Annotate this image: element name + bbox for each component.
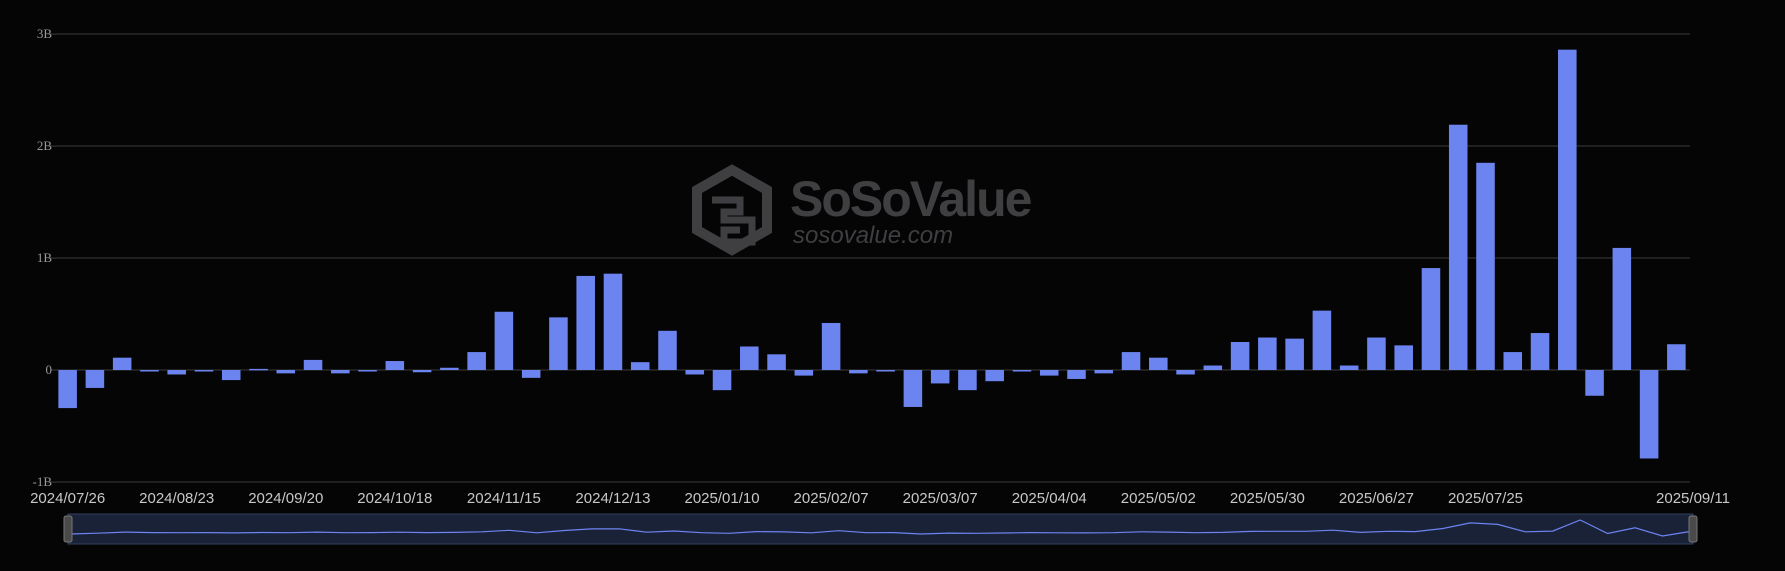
zoom-slider-left-handle[interactable] bbox=[63, 515, 73, 543]
bar[interactable] bbox=[1585, 370, 1604, 396]
bar[interactable] bbox=[903, 370, 923, 407]
bar[interactable] bbox=[385, 361, 405, 370]
y-tick-label: 0 bbox=[46, 362, 53, 377]
bar[interactable] bbox=[1421, 268, 1441, 370]
x-tick-label: 2025/04/04 bbox=[1012, 490, 1087, 507]
bar[interactable] bbox=[167, 370, 186, 375]
x-tick-label: 2024/11/15 bbox=[467, 490, 541, 507]
bars bbox=[58, 49, 1686, 459]
x-tick-label: 2025/01/10 bbox=[684, 490, 759, 507]
bar[interactable] bbox=[767, 354, 786, 370]
bar[interactable] bbox=[331, 370, 350, 374]
zoom-slider-right-handle[interactable] bbox=[1688, 515, 1698, 543]
x-tick-label: 2025/06/27 bbox=[1339, 490, 1414, 507]
bar[interactable] bbox=[494, 311, 514, 370]
bar[interactable] bbox=[1230, 342, 1250, 370]
watermark-brand: SoSoValue bbox=[790, 171, 1032, 227]
x-tick-label: 2025/03/07 bbox=[903, 490, 978, 507]
bar[interactable] bbox=[1203, 365, 1223, 370]
zoom-slider[interactable] bbox=[63, 513, 1698, 545]
y-tick-label: 2B bbox=[37, 138, 53, 153]
bar[interactable] bbox=[1367, 337, 1386, 370]
x-tick-label: 2025/07/25 bbox=[1448, 490, 1523, 507]
bar[interactable] bbox=[930, 370, 950, 384]
bar[interactable] bbox=[194, 370, 214, 372]
y-tick-label: 3B bbox=[37, 26, 53, 41]
watermark-url: sosovalue.com bbox=[793, 222, 953, 249]
bar[interactable] bbox=[58, 370, 77, 409]
bar[interactable] bbox=[1558, 49, 1577, 371]
bar[interactable] bbox=[358, 370, 377, 372]
bar[interactable] bbox=[303, 359, 323, 370]
bar[interactable] bbox=[1012, 370, 1032, 372]
bar[interactable] bbox=[958, 370, 977, 391]
bar[interactable] bbox=[685, 370, 705, 375]
x-tick-label: 2024/10/18 bbox=[357, 490, 432, 507]
bar[interactable] bbox=[140, 370, 159, 372]
bar[interactable] bbox=[1339, 365, 1359, 370]
zoom-slider-preview bbox=[69, 519, 1691, 537]
bar[interactable] bbox=[1149, 357, 1168, 370]
bar[interactable] bbox=[549, 317, 568, 370]
bar[interactable] bbox=[521, 370, 541, 378]
bar[interactable] bbox=[821, 322, 841, 370]
x-tick-label: 2024/09/20 bbox=[248, 490, 323, 507]
bar[interactable] bbox=[249, 368, 268, 371]
bar[interactable] bbox=[576, 275, 595, 370]
bar[interactable] bbox=[112, 357, 132, 370]
watermark: SoSoValue sosovalue.com bbox=[692, 164, 1034, 256]
bar[interactable] bbox=[1285, 338, 1304, 370]
bar[interactable] bbox=[849, 370, 868, 374]
bar[interactable] bbox=[1039, 370, 1059, 376]
x-tick-label: 2025/09/11 bbox=[1656, 490, 1730, 507]
bar[interactable] bbox=[876, 370, 895, 372]
sosovalue-logo-icon bbox=[692, 164, 772, 256]
bar[interactable] bbox=[985, 370, 1004, 382]
x-tick-label: 2025/02/07 bbox=[794, 490, 869, 507]
x-tick-label: 2024/07/26 bbox=[30, 490, 105, 507]
bar[interactable] bbox=[1530, 333, 1550, 370]
bar[interactable] bbox=[1121, 352, 1141, 370]
bar[interactable] bbox=[412, 370, 432, 373]
bar[interactable] bbox=[1176, 370, 1195, 375]
bar[interactable] bbox=[1448, 124, 1468, 370]
zoom-slider-track[interactable] bbox=[67, 513, 1694, 545]
bar[interactable] bbox=[1067, 370, 1086, 379]
bar[interactable] bbox=[1094, 370, 1114, 374]
bar[interactable] bbox=[658, 330, 677, 370]
bar[interactable] bbox=[1394, 345, 1413, 370]
bar[interactable] bbox=[1612, 247, 1632, 370]
bar[interactable] bbox=[467, 352, 486, 370]
bar[interactable] bbox=[1258, 337, 1277, 370]
bar[interactable] bbox=[1503, 352, 1523, 370]
bar[interactable] bbox=[221, 370, 241, 381]
x-tick-label: 2024/12/13 bbox=[575, 490, 650, 507]
bar[interactable] bbox=[630, 362, 650, 370]
bar[interactable] bbox=[1639, 370, 1659, 459]
bar[interactable] bbox=[740, 346, 759, 370]
bar[interactable] bbox=[440, 367, 459, 370]
y-tick-label: 1B bbox=[37, 250, 53, 265]
bar[interactable] bbox=[1312, 310, 1332, 370]
bar[interactable] bbox=[794, 370, 814, 376]
gridlines bbox=[50, 33, 1690, 483]
x-tick-label: 2024/08/23 bbox=[139, 490, 214, 507]
bar[interactable] bbox=[1667, 344, 1686, 370]
y-axis: 3B 2B 1B 0 -1B bbox=[33, 26, 53, 489]
bar[interactable] bbox=[85, 370, 105, 388]
y-tick-label: -1B bbox=[33, 474, 53, 489]
x-axis: 2024/07/26 2024/08/23 2024/09/20 2024/10/18… bbox=[30, 490, 1730, 507]
bar[interactable] bbox=[1476, 162, 1495, 370]
bar[interactable] bbox=[276, 370, 296, 374]
x-tick-label: 2025/05/02 bbox=[1121, 490, 1196, 507]
x-tick-label: 2025/05/30 bbox=[1230, 490, 1305, 507]
bar[interactable] bbox=[603, 273, 623, 370]
bar[interactable] bbox=[712, 370, 732, 391]
